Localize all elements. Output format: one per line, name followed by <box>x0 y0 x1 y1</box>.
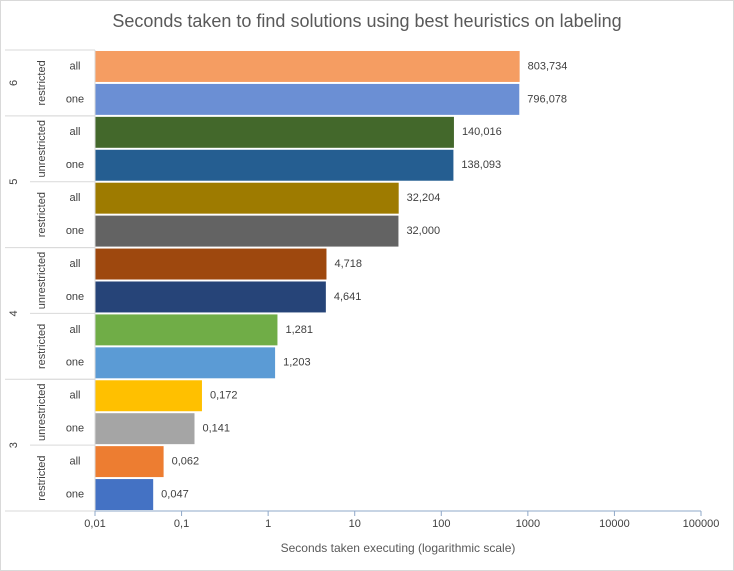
bar <box>95 248 327 280</box>
category-label: one <box>66 159 84 171</box>
subgroup-label: restricted <box>36 455 48 500</box>
x-tick-label: 100 <box>432 518 450 530</box>
data-label: 1,281 <box>285 324 313 336</box>
category-label: all <box>69 324 80 336</box>
bar <box>95 116 454 148</box>
category-label: all <box>69 126 80 138</box>
data-label: 796,078 <box>527 93 567 105</box>
bar <box>95 413 195 445</box>
category-label: one <box>66 291 84 303</box>
subgroup-label: restricted <box>36 192 48 237</box>
category-label: one <box>66 488 84 500</box>
chart-title: Seconds taken to find solutions using be… <box>112 11 621 31</box>
x-tick-label: 10 <box>349 518 361 530</box>
subgroup-label: unrestricted <box>36 252 48 309</box>
subgroup-label: restricted <box>36 60 48 105</box>
data-label: 0,141 <box>202 423 230 435</box>
data-label: 803,734 <box>528 60 568 72</box>
subgroup-label: unrestricted <box>36 383 48 440</box>
group-label: 6 <box>8 80 20 86</box>
category-label: all <box>69 192 80 204</box>
bar <box>95 479 154 511</box>
data-label: 4,641 <box>334 291 362 303</box>
group-label: 5 <box>8 179 20 185</box>
group-label: 4 <box>8 310 20 316</box>
subgroup-label: restricted <box>36 324 48 369</box>
data-label: 0,172 <box>210 390 238 402</box>
data-label: 0,062 <box>172 456 200 468</box>
data-label: 1,203 <box>283 357 311 369</box>
category-label: one <box>66 225 84 237</box>
category-label: all <box>69 60 80 72</box>
category-label: one <box>66 93 84 105</box>
bar <box>95 446 164 478</box>
bar <box>95 215 399 247</box>
category-label: all <box>69 390 80 402</box>
group-label: 3 <box>8 442 20 448</box>
subgroup-label: unrestricted <box>36 120 48 177</box>
x-tick-label: 10000 <box>599 518 630 530</box>
category-label: one <box>66 357 84 369</box>
x-axis-title: Seconds taken executing (logarithmic sca… <box>281 541 516 555</box>
category-label: one <box>66 423 84 435</box>
bar <box>95 347 276 379</box>
bar <box>95 149 454 181</box>
bar <box>95 314 278 346</box>
data-label: 32,000 <box>406 225 440 237</box>
x-tick-label: 0,01 <box>84 518 105 530</box>
x-tick-label: 0,1 <box>174 518 189 530</box>
category-label: all <box>69 258 80 270</box>
data-label: 4,718 <box>334 258 362 270</box>
bar <box>95 50 520 82</box>
data-label: 32,204 <box>407 192 441 204</box>
bar <box>95 182 399 214</box>
x-tick-label: 100000 <box>683 518 720 530</box>
data-label: 0,047 <box>161 488 189 500</box>
x-tick-label: 1000 <box>516 518 540 530</box>
bar <box>95 281 326 313</box>
data-label: 138,093 <box>461 159 501 171</box>
category-label: all <box>69 456 80 468</box>
bar <box>95 380 202 412</box>
bar <box>95 83 520 115</box>
x-tick-label: 1 <box>265 518 271 530</box>
data-label: 140,016 <box>462 126 502 138</box>
